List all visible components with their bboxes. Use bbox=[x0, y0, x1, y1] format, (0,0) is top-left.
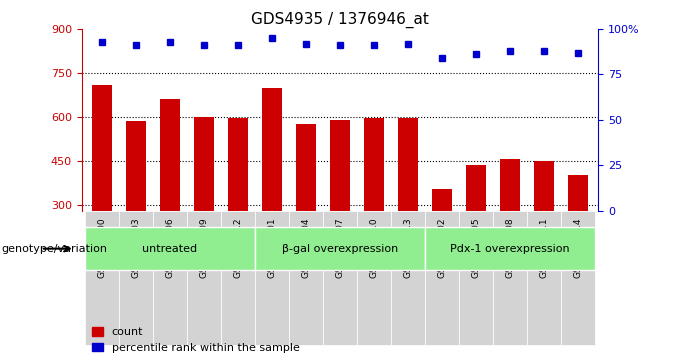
Bar bbox=[221, 211, 255, 345]
Bar bbox=[296, 124, 316, 211]
Text: untreated: untreated bbox=[142, 244, 198, 254]
Text: GSM1207002: GSM1207002 bbox=[437, 217, 447, 278]
Bar bbox=[228, 118, 248, 211]
Bar bbox=[466, 165, 486, 211]
Text: GSM1207011: GSM1207011 bbox=[539, 217, 549, 278]
Bar bbox=[534, 161, 554, 211]
Bar bbox=[85, 227, 255, 270]
Bar bbox=[425, 211, 459, 345]
Text: GSM1207007: GSM1207007 bbox=[335, 217, 345, 278]
Text: GSM1207006: GSM1207006 bbox=[165, 217, 175, 278]
Bar bbox=[330, 120, 350, 211]
Bar bbox=[92, 85, 112, 211]
Bar bbox=[432, 189, 452, 211]
Bar bbox=[255, 227, 425, 270]
Bar bbox=[391, 211, 425, 345]
Bar bbox=[289, 211, 323, 345]
Bar bbox=[187, 211, 221, 345]
Bar bbox=[568, 175, 588, 211]
Bar bbox=[153, 211, 187, 345]
Bar bbox=[160, 99, 180, 211]
Bar bbox=[119, 211, 153, 345]
Bar bbox=[194, 117, 214, 211]
Text: GSM1207014: GSM1207014 bbox=[573, 217, 583, 278]
Bar bbox=[425, 227, 595, 270]
Bar bbox=[262, 87, 282, 211]
Bar bbox=[364, 118, 384, 211]
Text: β-gal overexpression: β-gal overexpression bbox=[282, 244, 398, 254]
Bar bbox=[323, 211, 357, 345]
Bar bbox=[255, 211, 289, 345]
Text: GSM1207004: GSM1207004 bbox=[301, 217, 311, 278]
Text: genotype/variation: genotype/variation bbox=[1, 244, 107, 254]
Bar bbox=[85, 211, 119, 345]
Text: GSM1207012: GSM1207012 bbox=[233, 217, 243, 278]
Text: GSM1207008: GSM1207008 bbox=[505, 217, 515, 278]
Bar bbox=[500, 159, 520, 211]
Bar bbox=[126, 121, 146, 211]
Text: GSM1207009: GSM1207009 bbox=[199, 217, 209, 278]
Text: Pdx-1 overexpression: Pdx-1 overexpression bbox=[450, 244, 570, 254]
Bar bbox=[459, 211, 493, 345]
Legend: count, percentile rank within the sample: count, percentile rank within the sample bbox=[87, 323, 304, 358]
Text: GSM1207013: GSM1207013 bbox=[403, 217, 413, 278]
Bar bbox=[357, 211, 391, 345]
Bar bbox=[493, 211, 527, 345]
Text: GSM1207005: GSM1207005 bbox=[471, 217, 481, 278]
Bar bbox=[398, 118, 418, 211]
Bar bbox=[561, 211, 595, 345]
Bar bbox=[527, 211, 561, 345]
Title: GDS4935 / 1376946_at: GDS4935 / 1376946_at bbox=[251, 12, 429, 28]
Text: GSM1207010: GSM1207010 bbox=[369, 217, 379, 278]
Text: GSM1207001: GSM1207001 bbox=[267, 217, 277, 278]
Text: GSM1207000: GSM1207000 bbox=[97, 217, 107, 278]
Text: GSM1207003: GSM1207003 bbox=[131, 217, 141, 278]
